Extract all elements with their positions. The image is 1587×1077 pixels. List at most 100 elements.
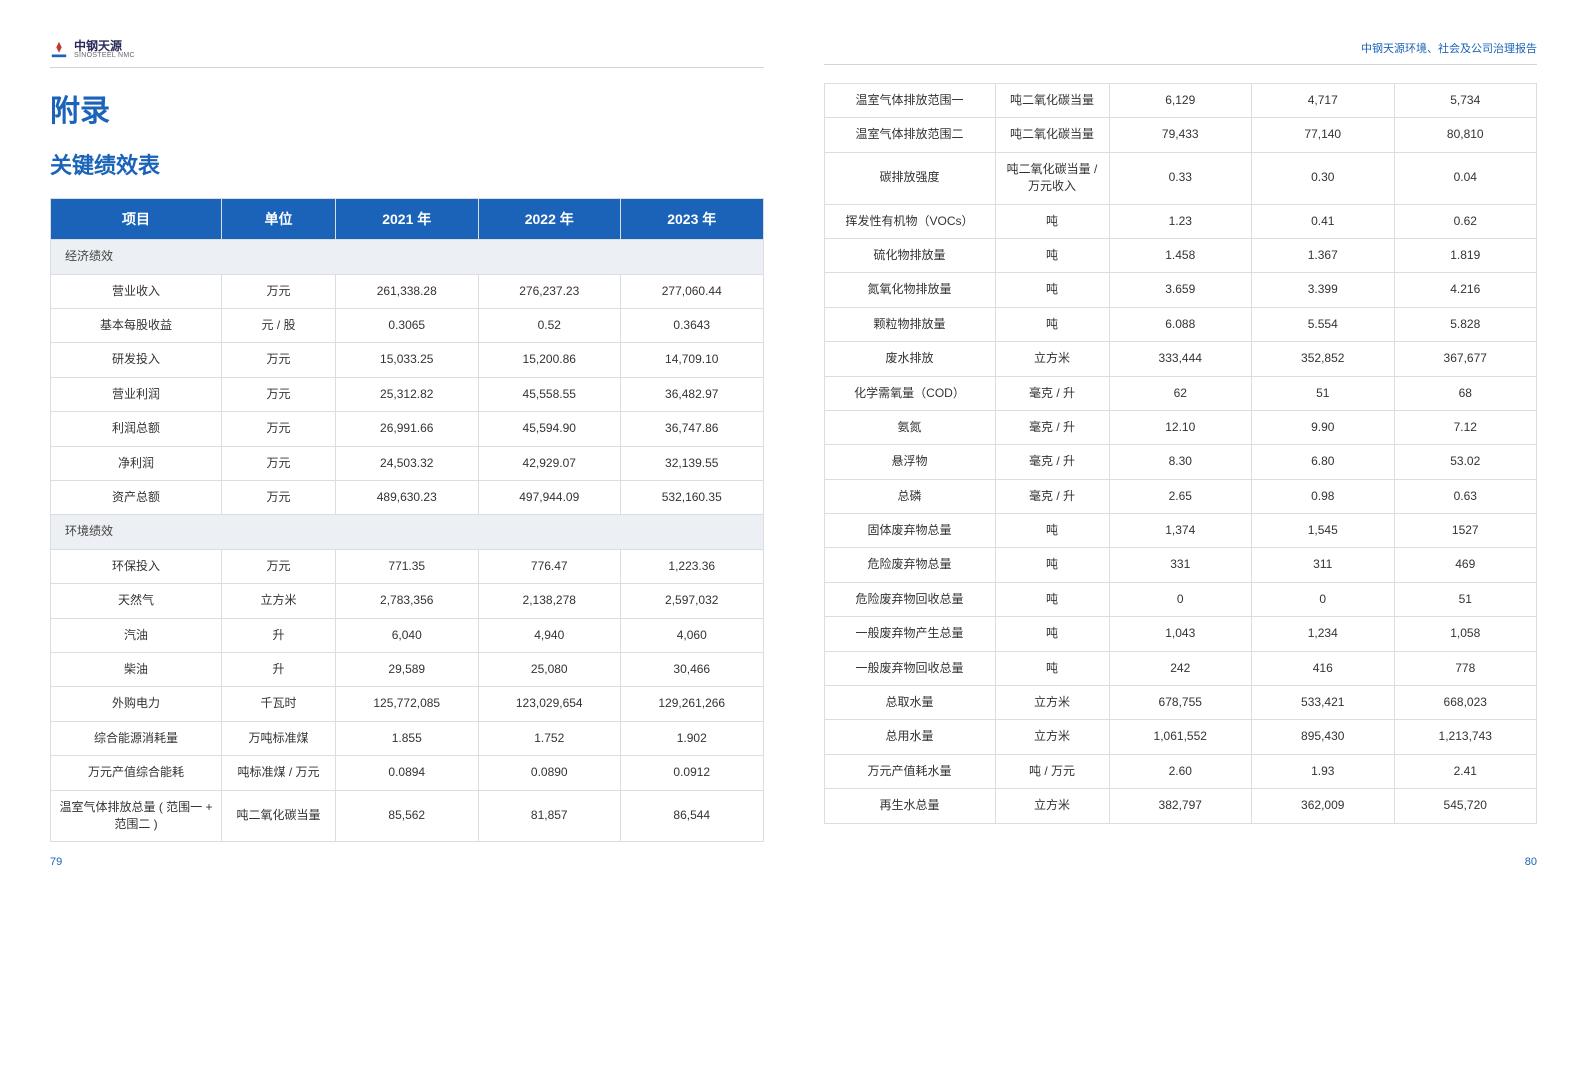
cell-unit: 吨 bbox=[995, 548, 1109, 582]
cell-item: 再生水总量 bbox=[824, 789, 995, 823]
cell-y2023: 2.41 bbox=[1394, 754, 1537, 788]
cell-y2022: 497,944.09 bbox=[478, 481, 621, 515]
cell-y2023: 469 bbox=[1394, 548, 1537, 582]
cell-unit: 万元 bbox=[222, 274, 336, 308]
logo-text-cn: 中钢天源 bbox=[74, 40, 135, 52]
table-row: 碳排放强度吨二氧化碳当量 / 万元收入0.330.300.04 bbox=[824, 152, 1537, 204]
cell-y2021: 2,783,356 bbox=[336, 584, 479, 618]
cell-y2021: 489,630.23 bbox=[336, 481, 479, 515]
cell-y2021: 1.23 bbox=[1109, 204, 1252, 238]
table-row: 总用水量立方米1,061,552895,4301,213,743 bbox=[824, 720, 1537, 754]
cell-item: 氮氧化物排放量 bbox=[824, 273, 995, 307]
cell-y2021: 0.3065 bbox=[336, 309, 479, 343]
cell-unit: 毫克 / 升 bbox=[995, 376, 1109, 410]
table-row: 营业利润万元25,312.8245,558.5536,482.97 bbox=[51, 377, 764, 411]
cell-item: 利润总额 bbox=[51, 412, 222, 446]
company-logo: 中钢天源 SINOSTEEL NMC bbox=[50, 40, 135, 59]
cell-item: 颗粒物排放量 bbox=[824, 307, 995, 341]
cell-y2023: 367,677 bbox=[1394, 342, 1537, 376]
cell-unit: 吨二氧化碳当量 bbox=[222, 790, 336, 842]
cell-unit: 万元 bbox=[222, 481, 336, 515]
cell-item: 温室气体排放范围二 bbox=[824, 118, 995, 152]
table-row: 环保投入万元771.35776.471,223.36 bbox=[51, 549, 764, 583]
cell-unit: 吨二氧化碳当量 / 万元收入 bbox=[995, 152, 1109, 204]
cell-unit: 吨 bbox=[995, 273, 1109, 307]
cell-y2021: 79,433 bbox=[1109, 118, 1252, 152]
table-row: 综合能源消耗量万吨标准煤1.8551.7521.902 bbox=[51, 721, 764, 755]
cell-item: 碳排放强度 bbox=[824, 152, 995, 204]
table-row: 氮氧化物排放量吨3.6593.3994.216 bbox=[824, 273, 1537, 307]
left-page: 中钢天源 SINOSTEEL NMC 附录 关键绩效表 项目 单位 2021 年… bbox=[50, 40, 764, 842]
cell-y2023: 53.02 bbox=[1394, 445, 1537, 479]
table-row: 氨氮毫克 / 升12.109.907.12 bbox=[824, 410, 1537, 444]
cell-y2021: 261,338.28 bbox=[336, 274, 479, 308]
cell-y2021: 26,991.66 bbox=[336, 412, 479, 446]
cell-y2022: 1.93 bbox=[1252, 754, 1395, 788]
cell-item: 化学需氧量（COD） bbox=[824, 376, 995, 410]
cell-item: 外购电力 bbox=[51, 687, 222, 721]
cell-y2023: 4,060 bbox=[621, 618, 764, 652]
cell-unit: 万元 bbox=[222, 377, 336, 411]
cell-unit: 升 bbox=[222, 618, 336, 652]
cell-y2021: 25,312.82 bbox=[336, 377, 479, 411]
cell-y2022: 5.554 bbox=[1252, 307, 1395, 341]
cell-y2022: 42,929.07 bbox=[478, 446, 621, 480]
cell-y2022: 4,717 bbox=[1252, 84, 1395, 118]
cell-y2023: 7.12 bbox=[1394, 410, 1537, 444]
cell-y2022: 0.30 bbox=[1252, 152, 1395, 204]
cell-item: 一般废弃物回收总量 bbox=[824, 651, 995, 685]
cell-y2022: 311 bbox=[1252, 548, 1395, 582]
table-row: 化学需氧量（COD）毫克 / 升625168 bbox=[824, 376, 1537, 410]
cell-y2023: 30,466 bbox=[621, 652, 764, 686]
col-unit: 单位 bbox=[222, 199, 336, 240]
cell-y2022: 45,594.90 bbox=[478, 412, 621, 446]
cell-y2021: 333,444 bbox=[1109, 342, 1252, 376]
cell-item: 汽油 bbox=[51, 618, 222, 652]
cell-item: 温室气体排放范围一 bbox=[824, 84, 995, 118]
cell-unit: 万元 bbox=[222, 343, 336, 377]
cell-y2023: 36,747.86 bbox=[621, 412, 764, 446]
table-row: 一般废弃物产生总量吨1,0431,2341,058 bbox=[824, 617, 1537, 651]
col-2021: 2021 年 bbox=[336, 199, 479, 240]
cell-unit: 立方米 bbox=[995, 789, 1109, 823]
cell-y2021: 2.60 bbox=[1109, 754, 1252, 788]
cell-y2023: 0.0912 bbox=[621, 756, 764, 790]
cell-y2023: 5.828 bbox=[1394, 307, 1537, 341]
cell-y2022: 2,138,278 bbox=[478, 584, 621, 618]
cell-y2022: 416 bbox=[1252, 651, 1395, 685]
cell-y2021: 85,562 bbox=[336, 790, 479, 842]
cell-y2021: 6.088 bbox=[1109, 307, 1252, 341]
cell-unit: 吨二氧化碳当量 bbox=[995, 118, 1109, 152]
cell-y2021: 1.855 bbox=[336, 721, 479, 755]
logo-text-en: SINOSTEEL NMC bbox=[74, 52, 135, 59]
cell-y2022: 1.752 bbox=[478, 721, 621, 755]
cell-y2022: 352,852 bbox=[1252, 342, 1395, 376]
cell-y2022: 895,430 bbox=[1252, 720, 1395, 754]
cell-y2021: 6,129 bbox=[1109, 84, 1252, 118]
cell-y2023: 545,720 bbox=[1394, 789, 1537, 823]
cell-item: 万元产值综合能耗 bbox=[51, 756, 222, 790]
cell-y2022: 45,558.55 bbox=[478, 377, 621, 411]
table-row: 柴油升29,58925,08030,466 bbox=[51, 652, 764, 686]
cell-item: 营业利润 bbox=[51, 377, 222, 411]
cell-y2021: 12.10 bbox=[1109, 410, 1252, 444]
table-row: 温室气体排放总量 ( 范围一 + 范围二 )吨二氧化碳当量85,56281,85… bbox=[51, 790, 764, 842]
cell-y2021: 2.65 bbox=[1109, 479, 1252, 513]
cell-y2022: 362,009 bbox=[1252, 789, 1395, 823]
cell-unit: 万吨标准煤 bbox=[222, 721, 336, 755]
cell-y2021: 0.0894 bbox=[336, 756, 479, 790]
cell-item: 综合能源消耗量 bbox=[51, 721, 222, 755]
table-row: 悬浮物毫克 / 升8.306.8053.02 bbox=[824, 445, 1537, 479]
cell-y2022: 6.80 bbox=[1252, 445, 1395, 479]
cell-y2023: 4.216 bbox=[1394, 273, 1537, 307]
cell-unit: 吨标准煤 / 万元 bbox=[222, 756, 336, 790]
cell-y2022: 4,940 bbox=[478, 618, 621, 652]
cell-unit: 吨 bbox=[995, 238, 1109, 272]
cell-y2022: 0.98 bbox=[1252, 479, 1395, 513]
cell-unit: 万元 bbox=[222, 549, 336, 583]
cell-y2022: 81,857 bbox=[478, 790, 621, 842]
cell-y2021: 15,033.25 bbox=[336, 343, 479, 377]
cell-y2021: 8.30 bbox=[1109, 445, 1252, 479]
cell-y2023: 14,709.10 bbox=[621, 343, 764, 377]
right-header: 中钢天源环境、社会及公司治理报告 bbox=[824, 40, 1538, 56]
